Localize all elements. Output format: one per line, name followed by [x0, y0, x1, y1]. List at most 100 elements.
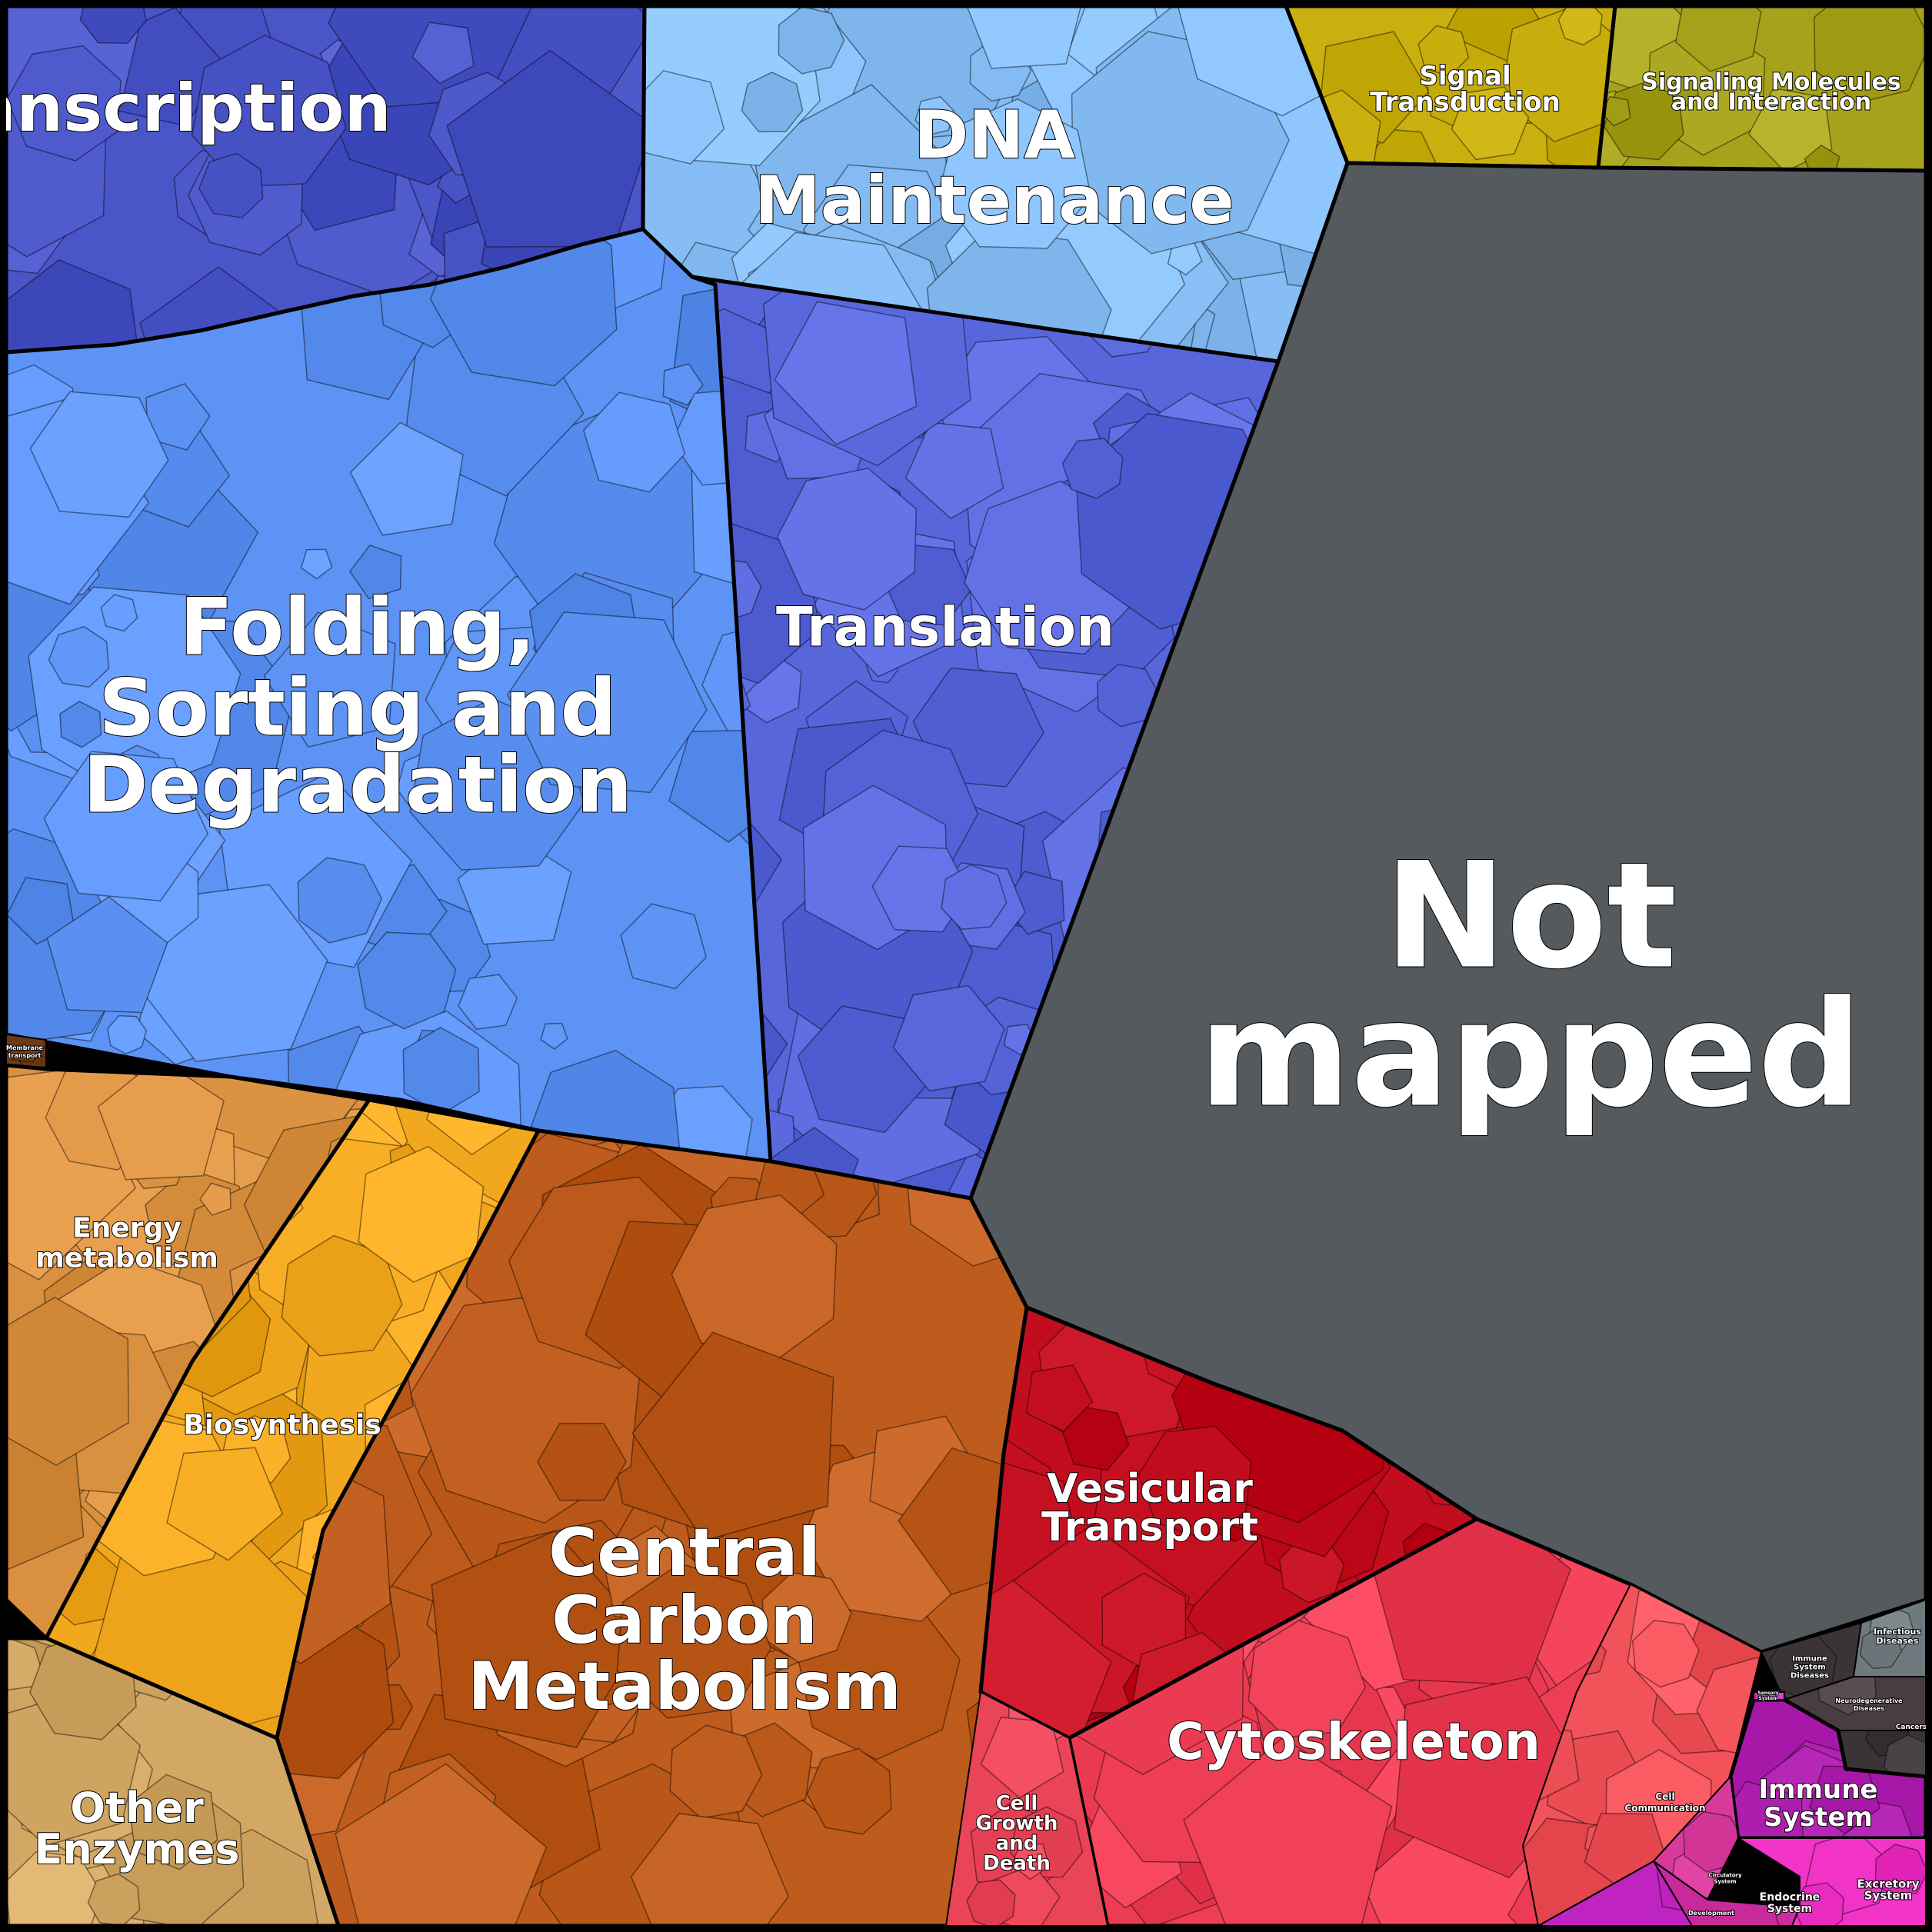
cell-border-sensory-system: [1753, 1691, 1785, 1700]
sub-cell: [263, 611, 396, 748]
sub-cell: [926, 229, 1112, 361]
sub-cell: [526, 1049, 681, 1161]
sub-cell: [277, 1602, 395, 1780]
sub-cell: [107, 1014, 148, 1055]
sub-cell: [537, 1422, 627, 1501]
cell-texture-signal-transduction: [1287, 6, 1615, 168]
sub-cell: [335, 1763, 548, 1926]
sub-cell: [87, 1873, 141, 1926]
sub-cell: [97, 1065, 225, 1181]
label-neurodegenerative-diseases: Neurodegenerative Diseases: [1835, 1697, 1903, 1712]
sub-cell: [507, 611, 708, 794]
sub-cell: [892, 984, 1005, 1092]
sub-cell: [411, 22, 475, 85]
sub-cell: [938, 98, 1092, 249]
sub-cell: [1167, 241, 1203, 276]
label-energy-metabolism: Energy metabolism: [35, 1213, 218, 1274]
cell-texture-dna-maintenance: [643, 6, 1347, 361]
sub-cell: [349, 545, 402, 600]
sub-cell: [980, 1717, 1064, 1799]
sub-cell: [630, 1813, 789, 1926]
sub-cell: [1883, 1734, 1926, 1777]
cell-signaling-molecules-and-interaction: [1596, 4, 1928, 173]
cell-texture-excretory-system: [1793, 1838, 1926, 1926]
sub-cell: [1061, 438, 1124, 499]
label-circulatory-system: Circulatory System: [1708, 1872, 1742, 1884]
sub-cell: [1675, 6, 1762, 72]
label-cell-communication: Cell Communication: [1624, 1791, 1705, 1814]
cell-sensory-system: [1753, 1691, 1785, 1700]
label-cell-growth-and-death: Cell Growth and Death: [976, 1792, 1058, 1875]
label-transcription: Transcription: [0, 70, 391, 147]
label-signal-transduction: Signal Transduction: [1370, 61, 1561, 118]
sub-cell: [1278, 1537, 1345, 1604]
sub-cell: [914, 95, 955, 136]
sub-cell: [6, 1297, 129, 1466]
sub-cell: [582, 391, 686, 493]
sub-cell: [540, 1022, 568, 1050]
cell-dna-maintenance: [641, 4, 1350, 364]
sub-cell: [458, 974, 518, 1031]
cell-area-not-mapped: [971, 163, 1926, 1652]
sub-cell: [1247, 1620, 1367, 1738]
sub-cell: [6, 45, 122, 162]
sub-cell: [145, 383, 211, 451]
sub-cell: [1860, 1627, 1903, 1670]
label-infectious-diseases: Infectious Diseases: [1874, 1627, 1921, 1646]
sub-cell: [1061, 1406, 1130, 1471]
sub-cell: [357, 931, 457, 1030]
sub-cell: [43, 751, 209, 902]
sub-cell: [631, 1331, 834, 1541]
sub-cell: [981, 1580, 1112, 1738]
label-biosynthesis: Biosynthesis: [183, 1410, 381, 1441]
sub-cell: [616, 1562, 772, 1719]
sub-cell: [1808, 1765, 1881, 1834]
sub-cell: [198, 152, 264, 218]
sub-cell: [1874, 1844, 1926, 1899]
sub-cell: [6, 1034, 46, 1063]
cell-texture-immune-system-diseases: [1768, 1633, 1837, 1700]
cell-membrane-transport: [5, 1034, 47, 1070]
sub-cell: [1557, 6, 1603, 46]
sub-cell: [1730, 1780, 1804, 1838]
cell-border-folding-sorting-and-degradation: [4, 227, 773, 1164]
sub-cell: [671, 1194, 838, 1364]
sub-cell: [1500, 6, 1615, 143]
cell-area-endocrine-system: [1654, 1861, 1800, 1926]
label-development: Development: [1688, 1910, 1734, 1917]
cell-infectious-diseases: [1853, 1599, 1927, 1677]
sub-cell: [643, 70, 725, 165]
sub-cell: [46, 896, 168, 1014]
label-cytoskeleton: Cytoskeleton: [1167, 1712, 1541, 1771]
sub-cell: [1763, 1692, 1784, 1700]
cell-folding-sorting-and-degradation: [4, 227, 773, 1164]
sub-cell: [1814, 6, 1926, 104]
label-membrane-transport: Membrane transport: [6, 1044, 43, 1059]
sub-cell: [1631, 1620, 1700, 1688]
sub-cell: [1183, 1737, 1393, 1926]
sub-cell: [29, 391, 169, 518]
sub-cell: [1817, 1677, 1877, 1716]
cell-cancers: [1837, 1730, 1927, 1777]
sub-cell: [1011, 1843, 1051, 1880]
label-translation: Translation: [776, 596, 1114, 659]
label-vesicular-transport: Vesicular Transport: [1041, 1466, 1258, 1551]
label-other-enzymes: Other Enzymes: [35, 1784, 240, 1874]
sub-cell: [128, 1774, 218, 1870]
sub-cell: [941, 864, 1008, 930]
sub-cell: [1696, 1657, 1761, 1758]
sub-cell: [199, 1182, 232, 1216]
sub-cell: [904, 421, 1004, 520]
sub-cell: [59, 701, 102, 748]
cell-area-development: [1538, 1861, 1692, 1926]
sub-cell: [1025, 1364, 1094, 1432]
label-signaling-molecules-and-interaction: Signaling Molecules and Interaction: [1641, 69, 1901, 116]
label-central-carbon-metabolism: Central Carbon Metabolism: [468, 1514, 901, 1725]
cell-neurodegenerative-diseases: [1784, 1676, 1927, 1731]
sub-cell: [966, 1879, 1016, 1926]
label-endocrine-system: Endocrine System: [1760, 1891, 1820, 1915]
cell-immune-system-diseases: [1760, 1622, 1862, 1700]
cell-other-enzymes: [4, 1636, 341, 1928]
